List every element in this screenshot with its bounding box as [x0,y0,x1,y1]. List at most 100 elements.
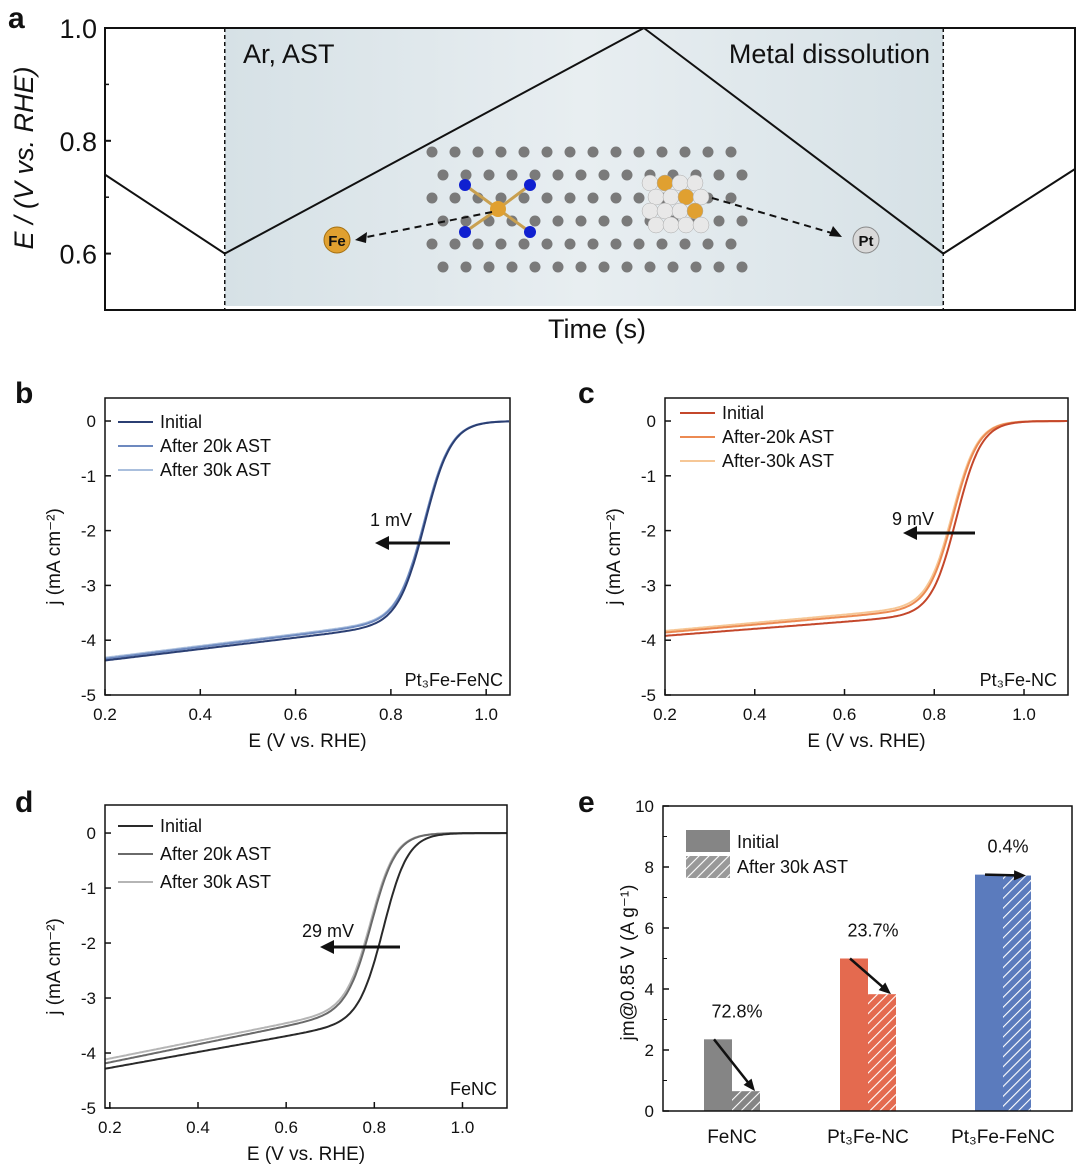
pt3fe-nanoparticle-atom [656,202,674,220]
carbon-atom [541,192,553,204]
y-tick-label: -1 [641,467,656,486]
category-label: Pt₃Fe-FeNC [951,1127,1055,1148]
carbon-atom [633,238,645,250]
y-tick-label: -1 [81,879,96,898]
bar-hatch [732,1091,760,1111]
fe-atom-label: Fe [328,233,346,250]
carbon-atom [725,146,737,158]
carbon-atom [449,146,461,158]
pt3fe-nanoparticle-atom [641,174,659,192]
y-tick-label: -5 [641,686,656,705]
loss-arrow [713,1038,751,1085]
legend-label: After 20k AST [160,436,271,456]
plot-frame [664,397,1069,696]
y-axis-label: jm@0.85 V (A g⁻¹) [618,884,639,1041]
y-axis-label: j (mA cm⁻²) [44,508,65,606]
carbon-atom [564,238,576,250]
arrowhead-icon [375,536,389,550]
category-label: FeNC [707,1127,757,1148]
y-tick-label: -4 [81,631,96,650]
fe-atom-icon [323,226,351,254]
carbon-atom [426,146,438,158]
plot-frame [104,397,511,696]
carbon-atom [506,261,518,273]
carbon-atom [702,146,714,158]
bar-initial [975,874,1003,1111]
carbon-atom [437,169,449,181]
panel-letter-c: c [578,377,595,410]
y-tick-label: -4 [81,1044,96,1063]
legend-label: After 30k AST [737,857,848,877]
legend-label: After-20k AST [722,427,834,447]
carbon-atom [575,169,587,181]
nitrogen-atom [459,226,471,238]
panel-c: 0.2 0.4 0.6 0.8 1.0 0 -1 -2 -3 -4 -5 E (V vs. RHE) j… [604,397,1069,752]
panel-letter-e: e [578,786,595,819]
carbon-atom [495,146,507,158]
x-axis-label: Time (s) [548,314,646,344]
carbon-atom [725,238,737,250]
y-tick-label: -4 [641,631,656,650]
carbon-atom [575,215,587,227]
carbon-atom [483,261,495,273]
x-tick-label: 0.8 [922,705,946,724]
y-tick-label: 0.8 [59,127,97,157]
carbon-atom [725,192,737,204]
y-tick-label: -2 [641,522,656,541]
carbon-atom [483,169,495,181]
x-tick-label: 0.8 [379,705,403,724]
x-axis-label: E (V vs. RHE) [248,731,366,752]
x-tick-label: 0.4 [188,705,212,724]
lsv-curve-initial [664,420,1068,637]
carbon-atom [587,192,599,204]
legend-label: Initial [737,832,779,852]
lsv-curve-after-30k-ast [104,420,510,659]
carbon-atom [518,238,530,250]
pt3fe-nanoparticle-atom [662,216,680,234]
sample-label: Pt₃Fe-FeNC [405,670,503,690]
pt3fe-nanoparticle-atom [656,174,674,192]
carbon-atom [564,146,576,158]
arrowhead-icon [355,232,367,243]
half-wave-shift-label: 29 mV [302,921,354,941]
y-tick-label: 0.6 [59,240,97,270]
sample-label: FeNC [450,1079,497,1099]
y-tick-label: 6 [645,919,654,938]
arrowhead-icon [829,226,842,237]
carbon-atom [644,261,656,273]
carbon-atom [587,146,599,158]
bar-hatch [868,994,896,1111]
y-tick-label: -3 [81,989,96,1008]
carbon-atom [472,146,484,158]
y-tick-label: 4 [645,980,654,999]
carbon-atom [736,261,748,273]
pt3fe-nanoparticle-atom [677,188,695,206]
y-axis-label: E / (V vs. RHE) [9,66,39,249]
carbon-atom [621,169,633,181]
carbon-atom [610,192,622,204]
carbon-atom [610,238,622,250]
y-tick-label: -2 [81,934,96,953]
carbon-atom [460,169,472,181]
bar-initial [704,1039,732,1111]
carbon-atom [598,169,610,181]
y-tick-label: 0 [647,412,656,431]
carbon-atom [552,215,564,227]
y-tick-label: 0 [645,1102,654,1121]
arrowhead-icon [320,940,334,954]
pt-atom-icon [852,226,880,254]
carbon-atom [598,261,610,273]
lsv-curve-after-20k-ast [104,832,507,1065]
x-tick-label: 0.6 [833,705,857,724]
carbon-atom [736,215,748,227]
bar-initial [840,958,868,1111]
arrowhead-icon [878,982,891,995]
legend-label: After 30k AST [160,872,271,892]
fe-dissolution-arrow [361,211,493,239]
y-axis-label: j (mA cm⁻²) [44,918,65,1016]
panel-a: Fe Pt 1.0 0.8 0.6 Ar, AST Metal dissolution Tim… [9,14,1076,344]
carbon-atom [667,261,679,273]
annotation-ar-ast: Ar, AST [243,39,335,69]
pt-dissolution-arrow [711,197,836,235]
carbon-atom [587,238,599,250]
